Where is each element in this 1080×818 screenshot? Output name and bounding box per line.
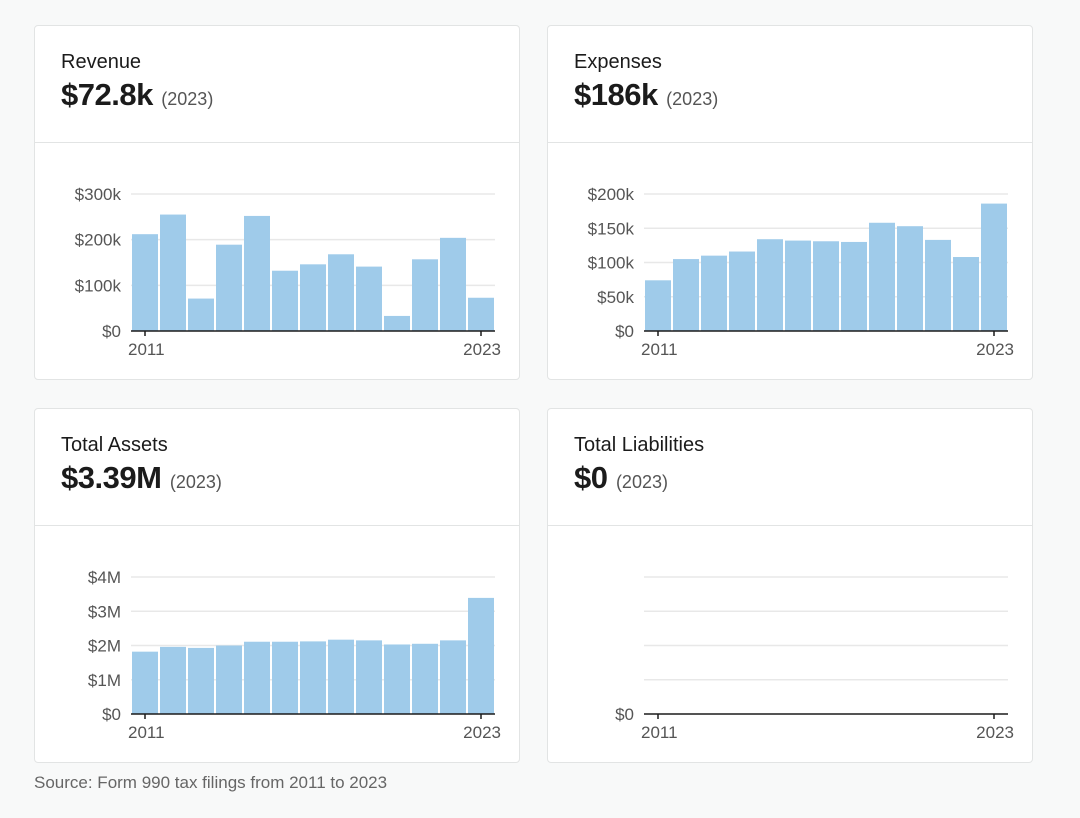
bar (729, 251, 755, 331)
bar (272, 641, 298, 714)
y-tick-label: $4M (88, 568, 121, 587)
x-tick-label: 2011 (641, 340, 678, 359)
bar (356, 266, 382, 331)
bar (244, 641, 270, 714)
bar (244, 215, 270, 331)
bar (188, 298, 214, 331)
y-tick-label: $50k (597, 288, 634, 307)
y-tick-label: $100k (75, 276, 122, 295)
bar (300, 264, 326, 331)
expenses-card: Expenses $186k (2023) $0 $50k $100k $150k $2… (547, 25, 1033, 380)
card-value: $3.39M (61, 460, 162, 495)
bar (132, 234, 158, 331)
revenue-chart: $0 $100k $200k $300k 2011 2023 (75, 185, 501, 359)
bar (897, 226, 923, 331)
y-tick-label: $150k (588, 219, 635, 238)
bar (384, 315, 410, 331)
bar (272, 270, 298, 331)
card-header: Total Liabilities $0 (2023) (548, 409, 1032, 526)
card-title: Expenses (574, 51, 662, 73)
bar (645, 280, 671, 331)
card-value: $72.8k (61, 77, 153, 112)
bar (813, 241, 839, 331)
y-tick-label: $200k (588, 185, 635, 204)
card-header: Revenue $72.8k (2023) (35, 26, 519, 143)
bar (673, 259, 699, 331)
x-tick-label: 2023 (463, 723, 501, 742)
bar (412, 259, 438, 331)
y-tick-label: $300k (75, 185, 122, 204)
card-year: (2023) (169, 472, 222, 492)
card-value: $0 (574, 460, 608, 495)
card-value-row: $186k (2023) (574, 78, 1032, 118)
bar (216, 645, 242, 714)
x-tick-label: 2023 (463, 340, 501, 359)
y-tick-label: $0 (102, 705, 121, 724)
card-header: Total Assets $3.39M (2023) (35, 409, 519, 526)
total-liabilities-card: Total Liabilities $0 (2023) $0 2011 2023 (547, 408, 1033, 763)
y-tick-label: $0 (615, 705, 634, 724)
bar (216, 244, 242, 331)
y-tick-label: $1M (88, 671, 121, 690)
y-tick-label: $100k (588, 254, 635, 273)
card-year: (2023) (666, 89, 719, 109)
bar (160, 214, 186, 331)
bar (132, 651, 158, 714)
y-tick-label: $3M (88, 602, 121, 621)
bar (468, 597, 494, 714)
bar (328, 639, 354, 714)
total-assets-card: Total Assets $3.39M (2023) $0 $1M $2M $3M $4… (34, 408, 520, 763)
card-year: (2023) (161, 89, 214, 109)
bar (440, 640, 466, 714)
card-title: Total Liabilities (574, 434, 705, 456)
bar (440, 237, 466, 331)
card-title: Total Assets (61, 434, 168, 456)
card-value: $186k (574, 77, 658, 112)
bar (981, 203, 1007, 331)
x-tick-label: 2023 (976, 340, 1014, 359)
bar (757, 239, 783, 331)
card-header: Expenses $186k (2023) (548, 26, 1032, 143)
bar (328, 254, 354, 331)
bar (160, 646, 186, 714)
x-tick-label: 2011 (128, 723, 165, 742)
bar (300, 641, 326, 714)
x-tick-label: 2011 (128, 340, 165, 359)
y-tick-label: $2M (88, 637, 121, 656)
bar (384, 644, 410, 714)
expenses-chart: $0 $50k $100k $150k $200k 2011 2023 (588, 185, 1014, 359)
y-tick-label: $0 (102, 322, 121, 341)
x-tick-label: 2023 (976, 723, 1014, 742)
x-tick-label: 2011 (641, 723, 678, 742)
total-assets-chart: $0 $1M $2M $3M $4M 2011 2023 (88, 568, 501, 742)
card-value-row: $72.8k (2023) (61, 78, 519, 118)
bar (356, 640, 382, 714)
y-tick-label: $0 (615, 322, 634, 341)
card-value-row: $0 (2023) (574, 461, 1032, 501)
card-value-row: $3.39M (2023) (61, 461, 519, 501)
bar (841, 241, 867, 331)
total-liabilities-chart: $0 2011 2023 (615, 576, 1014, 742)
y-tick-label: $200k (75, 231, 122, 250)
source-note: Source: Form 990 tax filings from 2011 t… (34, 773, 388, 792)
card-title: Revenue (61, 51, 142, 73)
bar (869, 222, 895, 331)
card-year: (2023) (615, 472, 668, 492)
bar (412, 643, 438, 714)
bar (785, 240, 811, 331)
bar (468, 297, 494, 331)
revenue-card: Revenue $72.8k (2023) $0 $100k $200k $300k 2… (34, 25, 520, 380)
bar (953, 257, 979, 331)
bar (188, 647, 214, 714)
bar (925, 239, 951, 331)
bar (701, 255, 727, 331)
